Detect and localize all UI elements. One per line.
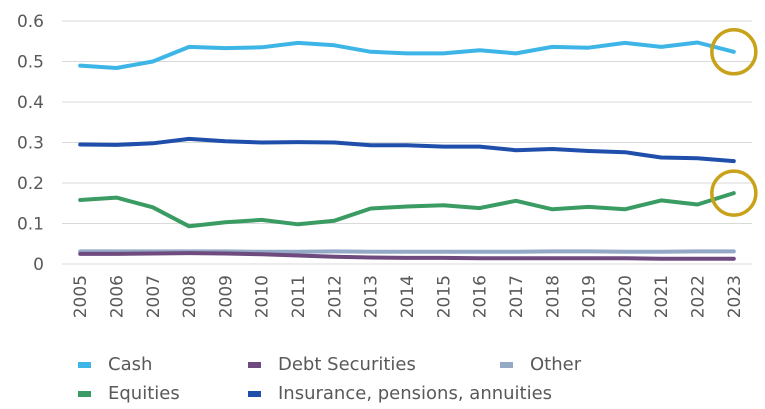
legend-label: Equities [108,383,180,404]
x-tick-label: 2016 [471,275,491,318]
x-tick-label: 2008 [180,275,200,318]
legend-swatch [78,362,91,368]
series-line-debt-securities [78,251,736,261]
x-tick-label: 2015 [434,275,454,318]
x-tick-label: 2020 [616,275,636,318]
highlight-circle [710,169,758,217]
x-tick-label: 2006 [107,275,127,318]
x-tick-label: 2005 [71,275,91,318]
x-tick-label: 2019 [580,275,600,318]
x-tick-label: 2018 [543,275,563,318]
x-tick-label: 2009 [216,275,236,318]
x-tick-label: 2010 [253,275,273,318]
y-axis-ticks: 0 0.1 0.2 0.3 0.4 0.5 0.6 [17,12,44,275]
y-tick-label: 0.1 [17,215,44,235]
legend: Cash Debt Securities Other Equities Insuranc… [78,354,582,404]
x-tick-label: 2012 [325,275,345,318]
legend-swatch [248,391,261,397]
x-axis-ticks: 2005 2006 2007 2008 2009 2010 2011 2012 2013 2014… [71,275,745,318]
y-tick-label: 0.4 [17,93,44,113]
x-tick-label: 2017 [507,275,527,318]
series-line-cash [78,40,736,70]
legend-label: Debt Securities [278,354,416,375]
x-tick-label: 2021 [652,275,672,318]
legend-swatch [248,362,261,368]
x-tick-label: 2023 [725,275,745,318]
x-tick-label: 2014 [398,275,418,318]
x-tick-label: 2013 [362,275,382,318]
x-tick-label: 2011 [289,275,309,318]
legend-swatch [500,362,513,368]
highlight-circle [710,28,758,76]
series-line-insurance-pensions-annuities [78,136,736,164]
highlight-circles [710,28,758,217]
legend-label: Cash [108,354,152,375]
series-lines [78,40,736,261]
gridlines [62,20,752,265]
y-tick-label: 0.6 [17,12,44,32]
x-tick-label: 2007 [144,275,164,318]
y-tick-label: 0.3 [17,134,44,154]
legend-label: Insurance, pensions, annuities [278,383,552,404]
series-line-equities [78,191,736,229]
legend-label: Other [530,354,582,375]
y-tick-label: 0.5 [17,53,44,73]
legend-swatch [78,391,91,397]
y-tick-label: 0.2 [17,174,44,194]
y-tick-label: 0 [33,255,44,275]
x-tick-label: 2022 [689,275,709,318]
